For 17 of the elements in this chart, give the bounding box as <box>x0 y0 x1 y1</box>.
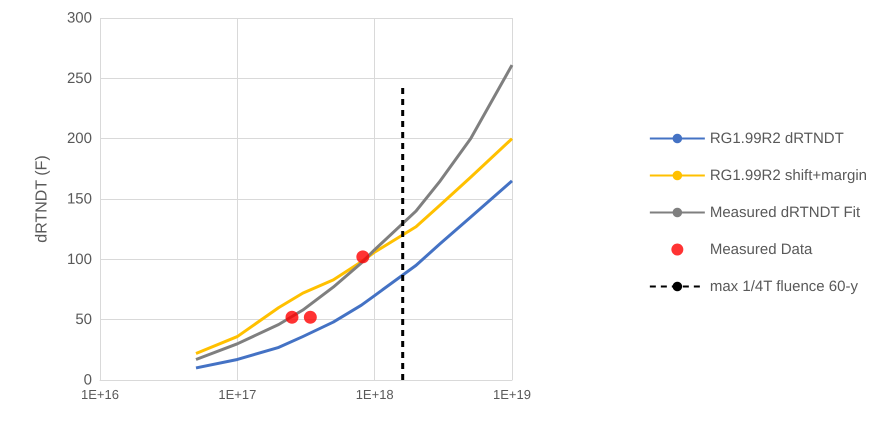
y-tick-label: 0 <box>84 372 92 388</box>
x-tick-label: 1E+16 <box>81 387 119 402</box>
x-tick-label: 1E+17 <box>218 387 256 402</box>
x-tick-label: 1E+19 <box>493 387 531 402</box>
legend-label: Measured dRTNDT Fit <box>710 204 861 221</box>
legend-label: Measured Data <box>710 241 814 258</box>
y-tick-label: 250 <box>66 70 92 87</box>
y-tick-label: 300 <box>66 10 92 26</box>
y-axis-title: dRTNDT (F) <box>34 155 50 243</box>
legend-label: RG1.99R2 dRTNDT <box>710 130 844 147</box>
y-tick-label: 50 <box>75 311 92 328</box>
x-tick-label: 1E+18 <box>356 387 394 402</box>
legend-label: max 1/4T fluence 60-y <box>710 278 858 295</box>
y-tick-label: 150 <box>66 190 92 208</box>
legend-label: RG1.99R2 shift+margin <box>710 167 867 184</box>
y-tick-label: 100 <box>66 250 92 268</box>
y-tick-label: 200 <box>66 130 92 148</box>
